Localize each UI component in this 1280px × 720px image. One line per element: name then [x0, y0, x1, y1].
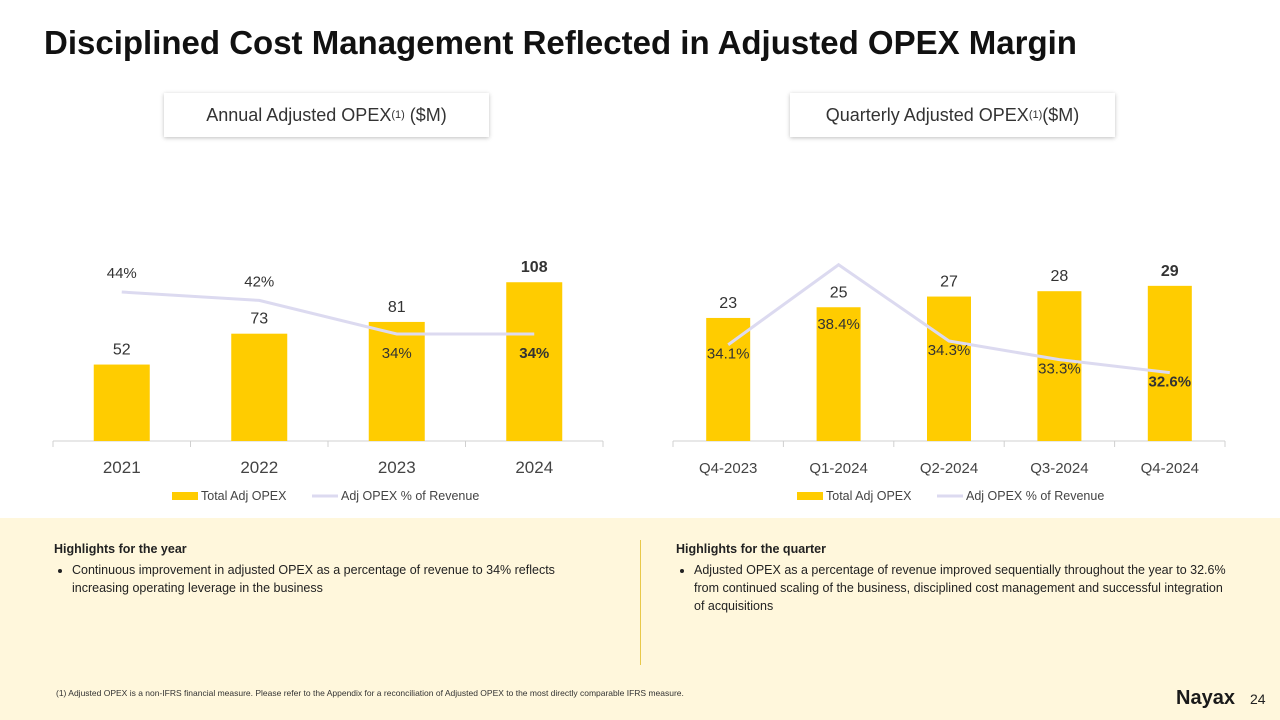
bar	[706, 317, 751, 441]
page-title: Disciplined Cost Management Reflected in…	[44, 24, 1077, 61]
annual-chart-title: Annual Adjusted OPEX (1) ($M)	[164, 93, 489, 137]
category-label: 2023	[378, 458, 416, 477]
line-label: 34%	[519, 345, 549, 362]
bar-label: 108	[521, 259, 548, 276]
line-label: 44%	[107, 265, 137, 282]
nayax-logo: Nayax	[1176, 687, 1235, 709]
chart-unit: ($M)	[409, 104, 447, 125]
highlight-bullet: Adjusted OPEX as a percentage of revenue…	[694, 561, 1236, 615]
divider	[640, 540, 641, 665]
legend-label: Total Adj OPEX	[201, 489, 287, 503]
bar	[93, 364, 150, 441]
pct-line	[121, 290, 535, 336]
highlight-bullet: Continuous improvement in adjusted OPEX …	[72, 561, 614, 597]
bar	[506, 282, 563, 441]
category-label: 2024	[515, 458, 553, 477]
category-label: 2022	[240, 458, 278, 477]
line-label: 34%	[382, 345, 412, 362]
bar-label: 73	[250, 311, 268, 328]
legend-label: Adj OPEX % of Revenue	[341, 489, 479, 503]
line-label: 34.1%	[707, 346, 750, 363]
quarter-highlights: Highlights for the quarter Adjusted OPEX…	[676, 540, 1236, 615]
year-highlights: Highlights for the year Continuous impro…	[54, 540, 614, 597]
bar-label: 29	[1161, 263, 1179, 280]
line-label: 32.6%	[1149, 374, 1192, 391]
charts: 52 2021 73 2022 81 2023 108 2024 44% 42% 34% 34% Tot…	[52, 259, 1226, 503]
pct-line	[727, 262, 1170, 375]
legend-label: Adj OPEX % of Revenue	[966, 489, 1104, 503]
legend-bar-swatch	[797, 492, 823, 500]
category-label: Q4-2023	[699, 460, 757, 477]
chart-title-text: Quarterly Adjusted OPEX	[825, 104, 1029, 125]
bar-label: 52	[113, 342, 131, 359]
bar	[1037, 291, 1082, 441]
quarterly-chart-title: Quarterly Adjusted OPEX (1) ($M)	[790, 93, 1115, 137]
bar	[1147, 285, 1192, 441]
legend-label: Total Adj OPEX	[826, 489, 912, 503]
legend-bar-swatch	[172, 492, 198, 500]
bar	[368, 321, 425, 441]
footnote-ref: (1)	[391, 109, 405, 121]
bar-label: 23	[719, 295, 737, 312]
bar-label: 27	[940, 274, 958, 291]
bar-label: 28	[1051, 268, 1069, 285]
page-number: 24	[1250, 691, 1266, 707]
bar	[927, 296, 971, 441]
highlight-heading: Highlights for the year	[54, 542, 187, 556]
category-label: Q2-2024	[920, 460, 978, 477]
line-label: 34.3%	[928, 342, 971, 359]
category-label: Q3-2024	[1030, 460, 1088, 477]
bar-label: 81	[388, 299, 406, 316]
chart-title-text: Annual Adjusted OPEX	[206, 104, 392, 125]
line-label: 42%	[244, 273, 274, 290]
category-label: 2021	[103, 458, 141, 477]
chart-unit: ($M)	[1042, 104, 1080, 125]
line-label: 33.3%	[1038, 361, 1081, 378]
highlight-heading: Highlights for the quarter	[676, 542, 826, 556]
category-label: Q4-2024	[1141, 460, 1199, 477]
footnote-ref: (1)	[1028, 109, 1043, 121]
bar	[231, 333, 288, 441]
category-label: Q1-2024	[809, 460, 867, 477]
bar	[816, 307, 861, 441]
footnote: (1) Adjusted OPEX is a non-IFRS financia…	[56, 688, 684, 698]
bar-label: 25	[830, 284, 848, 301]
line-label: 38.4%	[817, 316, 860, 333]
